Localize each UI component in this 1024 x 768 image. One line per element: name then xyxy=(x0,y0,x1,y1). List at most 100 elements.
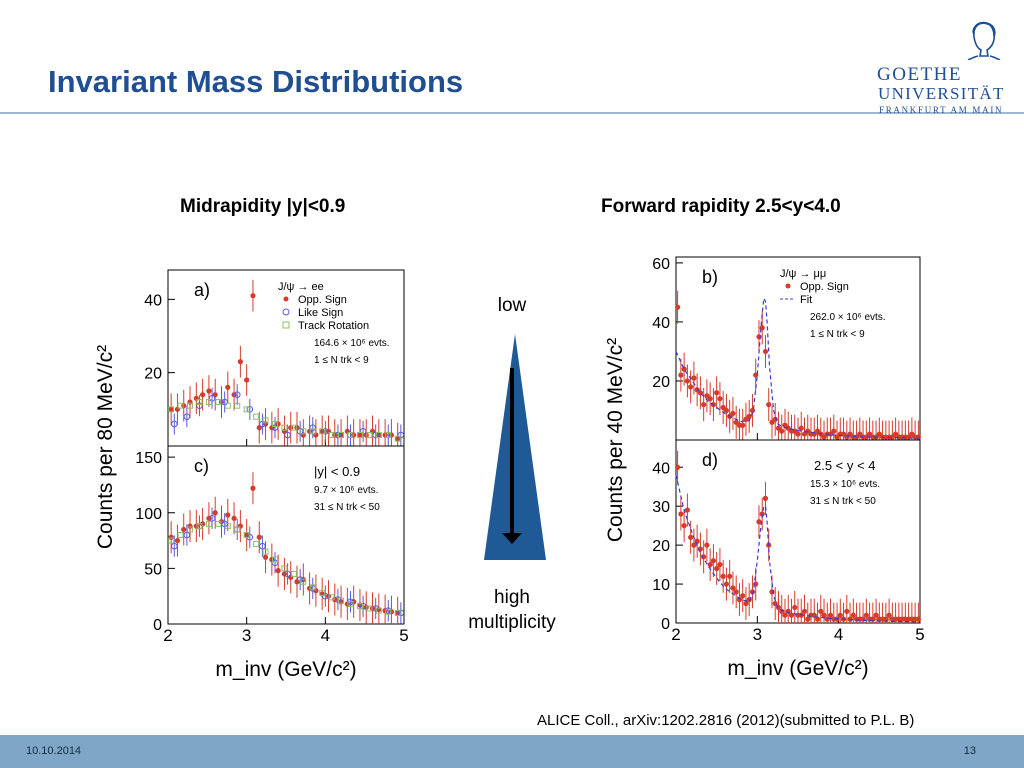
data-point-opp-sign xyxy=(795,431,801,437)
data-point-track-rotation xyxy=(375,432,382,438)
data-point-opp-sign xyxy=(395,436,401,442)
data-point-opp-sign xyxy=(269,556,275,563)
data-point-opp-sign xyxy=(714,390,720,396)
data-point-track-rotation xyxy=(290,424,297,431)
data-point-track-rotation xyxy=(224,523,231,530)
data-point-track-rotation xyxy=(375,607,382,614)
data-point-like-sign xyxy=(334,596,342,603)
data-point-track-rotation xyxy=(356,432,363,438)
data-point-opp-sign xyxy=(714,565,720,572)
data-point-track-rotation xyxy=(168,537,175,544)
panel-letter: a) xyxy=(194,280,210,300)
data-point-opp-sign xyxy=(707,561,713,568)
x-tick-label: 4 xyxy=(321,626,330,645)
data-point-opp-sign xyxy=(218,519,225,525)
data-point-track-rotation xyxy=(215,399,222,405)
data-point-opp-sign xyxy=(231,515,237,521)
data-point-opp-sign xyxy=(174,406,181,412)
legend-marker-opp-sign xyxy=(785,283,791,289)
data-point-like-sign xyxy=(359,602,367,610)
data-point-opp-sign xyxy=(691,542,697,548)
data-point-opp-sign xyxy=(850,612,856,618)
data-point-opp-sign xyxy=(740,593,746,599)
data-point-opp-sign xyxy=(863,612,869,618)
data-point-opp-sign xyxy=(798,425,804,431)
label-high: high xyxy=(494,587,530,608)
data-point-track-rotation xyxy=(253,413,260,420)
data-point-track-rotation xyxy=(253,540,260,547)
data-point-opp-sign xyxy=(818,608,824,614)
data-point-track-rotation xyxy=(385,608,392,615)
data-point-opp-sign xyxy=(256,534,262,540)
legend-entry: Fit xyxy=(800,294,812,306)
panel-note: 1 ≤ N trk < 9 xyxy=(314,355,369,366)
y-tick-label: 0 xyxy=(153,617,162,634)
data-point-like-sign xyxy=(271,559,279,567)
data-point-track-rotation xyxy=(271,556,278,563)
data-point-opp-sign xyxy=(730,585,736,591)
data-point-like-sign xyxy=(284,431,291,439)
logo-text-frankfurt: FRANKFURT AM MAIN xyxy=(879,105,1004,115)
legend-marker-opp-sign xyxy=(283,296,289,302)
data-point-track-rotation xyxy=(366,605,373,612)
y-tick-label: 100 xyxy=(135,506,162,523)
x-tick-label: 4 xyxy=(834,625,843,644)
heading-midrapidity: Midrapidity |y|<0.9 xyxy=(180,196,346,217)
data-point-track-rotation xyxy=(366,432,373,438)
legend-entry: Like Sign xyxy=(298,307,343,319)
y-tick-label: 10 xyxy=(652,577,670,594)
data-point-like-sign xyxy=(309,424,317,431)
y-tick-label: 20 xyxy=(652,538,670,555)
footer-bar: 10.10.2014 13 xyxy=(0,735,1024,768)
data-point-like-sign xyxy=(170,420,178,428)
legend-entry: J/ψ → ee xyxy=(278,281,324,293)
data-point-track-rotation xyxy=(356,603,363,610)
data-point-track-rotation xyxy=(300,578,307,585)
data-point-like-sign xyxy=(221,398,228,406)
y-tick-label: 40 xyxy=(144,292,162,309)
data-point-opp-sign xyxy=(225,512,231,518)
data-point-like-sign xyxy=(334,431,342,439)
data-point-opp-sign xyxy=(363,432,369,438)
data-point-opp-sign xyxy=(200,521,206,527)
data-point-opp-sign xyxy=(187,399,193,405)
data-point-track-rotation xyxy=(347,600,354,607)
panel-note: 262.0 × 10⁶ evts. xyxy=(810,312,886,323)
data-point-like-sign xyxy=(196,402,203,409)
x-tick-label: 3 xyxy=(753,625,762,644)
data-point-opp-sign xyxy=(675,464,681,470)
data-point-opp-sign xyxy=(821,612,827,618)
data-point-opp-sign xyxy=(727,573,733,579)
data-point-opp-sign xyxy=(746,413,752,419)
data-point-opp-sign xyxy=(225,384,231,390)
data-point-track-rotation xyxy=(309,428,316,435)
data-point-opp-sign xyxy=(827,612,834,618)
data-point-like-sign xyxy=(322,592,329,600)
data-point-opp-sign xyxy=(694,538,700,544)
x-tick-label: 2 xyxy=(163,626,172,645)
data-point-opp-sign xyxy=(313,432,319,438)
data-point-track-rotation xyxy=(328,594,335,601)
data-point-track-rotation xyxy=(234,526,241,533)
data-point-opp-sign xyxy=(212,510,218,516)
goethe-portrait-icon xyxy=(967,21,1001,60)
data-point-opp-sign xyxy=(707,396,713,402)
data-point-opp-sign xyxy=(730,410,736,417)
data-point-like-sign xyxy=(208,395,216,402)
data-point-track-rotation xyxy=(262,548,269,555)
panel-letter: c) xyxy=(194,456,209,476)
data-point-track-rotation xyxy=(177,532,184,538)
data-point-track-rotation xyxy=(394,435,401,442)
y-tick-label: 20 xyxy=(652,374,670,391)
data-point-track-rotation xyxy=(319,428,326,435)
data-point-track-rotation xyxy=(243,406,250,413)
data-point-track-rotation xyxy=(309,584,316,591)
data-point-opp-sign xyxy=(831,428,837,434)
data-point-like-sign xyxy=(246,406,254,413)
data-point-opp-sign xyxy=(300,432,306,438)
fit-curve xyxy=(675,474,921,623)
data-point-opp-sign xyxy=(788,612,795,618)
data-point-like-sign xyxy=(322,428,329,435)
data-point-like-sign xyxy=(259,542,266,550)
